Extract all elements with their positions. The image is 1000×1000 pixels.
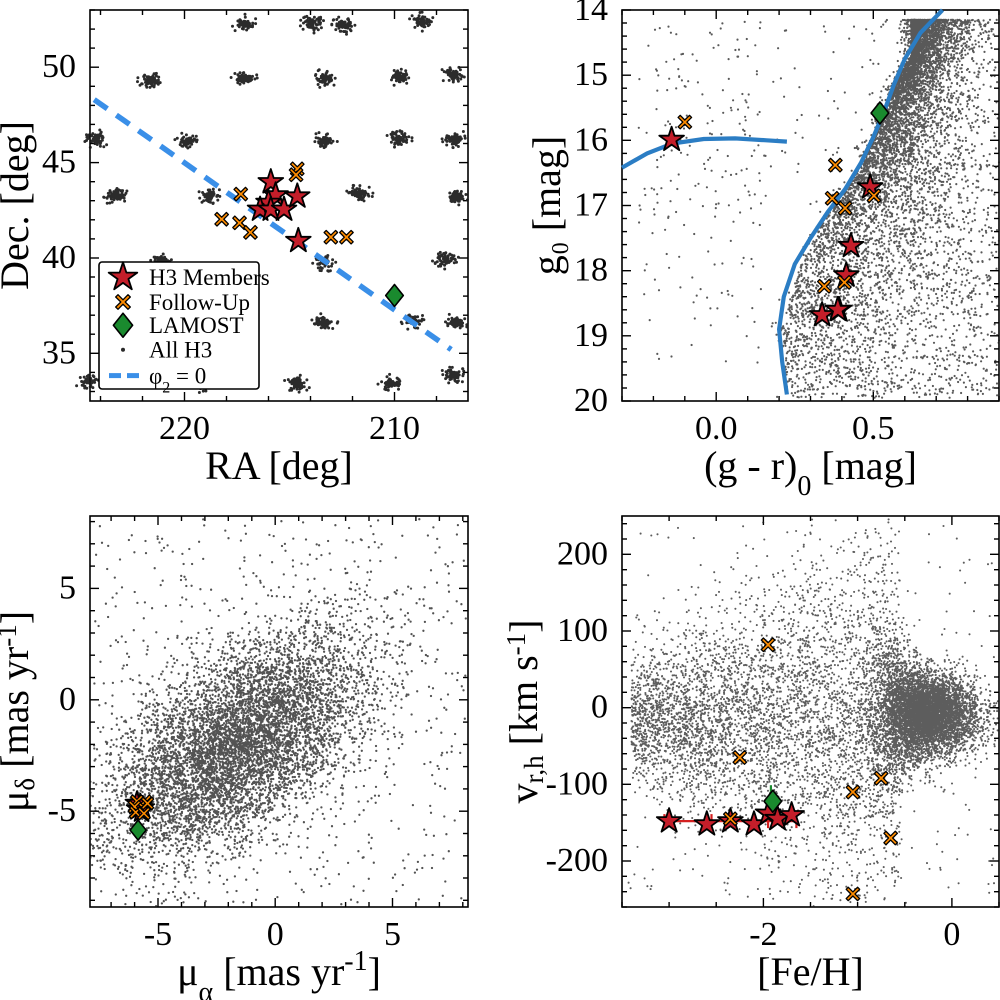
svg-text:14: 14 xyxy=(574,0,608,28)
svg-text:-200: -200 xyxy=(546,842,608,879)
svg-text:200: 200 xyxy=(557,535,608,572)
svg-text:0: 0 xyxy=(591,689,608,726)
svg-text:18: 18 xyxy=(574,252,608,289)
svg-text:50: 50 xyxy=(42,48,76,85)
svg-text:0: 0 xyxy=(59,681,76,718)
svg-text:All H3: All H3 xyxy=(149,338,212,363)
svg-text:100: 100 xyxy=(557,612,608,649)
svg-text:5: 5 xyxy=(384,916,401,953)
svg-text:0: 0 xyxy=(267,916,284,953)
svg-text:0: 0 xyxy=(943,916,960,953)
svg-text:Dec. [deg]: Dec. [deg] xyxy=(0,121,37,290)
svg-text:210: 210 xyxy=(369,410,420,447)
svg-text:RA [deg]: RA [deg] xyxy=(205,443,353,488)
svg-text:-100: -100 xyxy=(546,765,608,802)
svg-text:5: 5 xyxy=(59,569,76,606)
svg-text:0.5: 0.5 xyxy=(852,410,895,447)
svg-text:LAMOST: LAMOST xyxy=(149,313,244,338)
svg-text:Follow-Up: Follow-Up xyxy=(149,290,250,315)
svg-text:-5: -5 xyxy=(48,792,76,829)
svg-text:45: 45 xyxy=(42,144,76,181)
svg-text:40: 40 xyxy=(42,239,76,276)
svg-text:H3 Members: H3 Members xyxy=(149,265,270,290)
svg-text:[Fe/H]: [Fe/H] xyxy=(757,949,864,994)
svg-text:15: 15 xyxy=(574,56,608,93)
svg-text:-5: -5 xyxy=(144,916,172,953)
svg-text:0.0: 0.0 xyxy=(695,410,738,447)
svg-text:g₀ [mag]: g₀ [mag] xyxy=(524,136,569,275)
svg-text:17: 17 xyxy=(574,187,608,224)
svg-text:19: 19 xyxy=(574,317,608,354)
svg-text:-2: -2 xyxy=(749,916,777,953)
svg-text:35: 35 xyxy=(42,334,76,371)
svg-text:220: 220 xyxy=(159,410,210,447)
svg-text:20: 20 xyxy=(574,382,608,419)
svg-text:16: 16 xyxy=(574,121,608,158)
